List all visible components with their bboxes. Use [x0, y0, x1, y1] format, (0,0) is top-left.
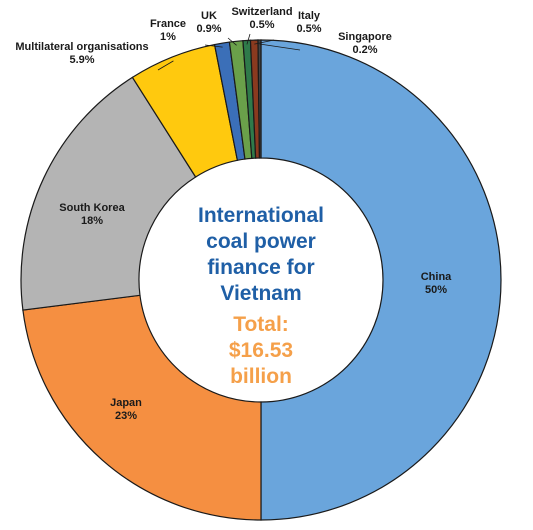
center-title-line: International	[198, 204, 324, 227]
center-total-line: Total:	[233, 313, 289, 336]
label-name-singapore: Singapore	[338, 31, 392, 43]
slice-japan	[22, 294, 262, 521]
label-name-uk: UK	[201, 10, 217, 22]
label-name-japan: Japan	[110, 397, 142, 409]
label-name-italy: Italy	[298, 10, 321, 22]
slice-south-korea	[20, 76, 197, 311]
label-value-switzerland: 0.5%	[249, 19, 274, 31]
leader-italy	[254, 39, 275, 45]
label-name-france: France	[150, 18, 186, 30]
label-value-multilateral-organisations: 5.9%	[69, 54, 94, 66]
label-value-south-korea: 18%	[81, 215, 103, 227]
center-title-line: Vietnam	[220, 282, 301, 305]
label-value-japan: 23%	[115, 410, 137, 422]
center-title-line: finance for	[207, 256, 314, 279]
center-total-line: billion	[230, 365, 292, 388]
slice-china	[260, 39, 502, 521]
leader-singapore	[259, 43, 301, 51]
center-total-line: $16.53	[229, 339, 293, 362]
label-value-uk: 0.9%	[196, 23, 221, 35]
label-value-italy: 0.5%	[296, 23, 321, 35]
label-name-multilateral-organisations: Multilateral organisations	[15, 41, 148, 53]
leader-france	[204, 44, 223, 48]
leader-lines	[157, 33, 301, 71]
donut-slices	[20, 39, 502, 521]
center-text: International coal power finance for Vietna…	[198, 204, 324, 388]
leader-multilateral-organisations	[157, 60, 174, 71]
label-value-france: 1%	[160, 31, 176, 43]
slice-singapore	[257, 39, 262, 159]
label-name-south-korea: South Korea	[59, 202, 125, 214]
leader-switzerland	[246, 33, 251, 45]
label-name-switzerland: Switzerland	[231, 6, 292, 18]
label-value-china: 50%	[425, 284, 447, 296]
center-title-line: coal power	[206, 230, 316, 253]
label-value-singapore: 0.2%	[352, 44, 377, 56]
leader-uk	[227, 37, 237, 46]
label-name-china: China	[421, 271, 452, 283]
